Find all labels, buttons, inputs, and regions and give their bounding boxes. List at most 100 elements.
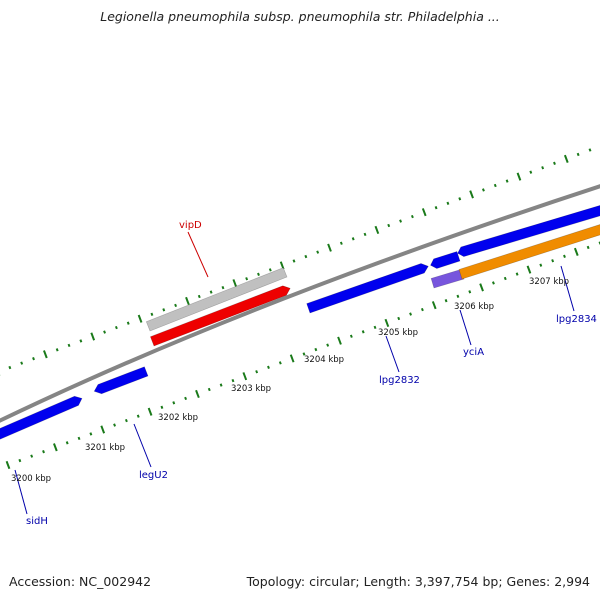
inner-tick	[160, 405, 164, 409]
outer-tick-track	[0, 148, 592, 376]
inner-tick	[503, 276, 507, 281]
outer-tick	[458, 197, 462, 201]
inner-tick	[539, 263, 543, 267]
gene-label-yciA: yciA	[463, 347, 484, 358]
inner-tick	[314, 347, 318, 352]
outer-tick	[150, 312, 154, 316]
outer-tick	[174, 303, 178, 308]
inner-tick	[255, 370, 259, 374]
outer-tick	[197, 294, 201, 299]
outer-tick	[43, 350, 48, 359]
gene-track	[0, 205, 600, 440]
gene-yciA	[430, 269, 465, 289]
inner-tick	[420, 307, 424, 312]
outer-tick	[8, 365, 12, 370]
outer-tick	[20, 361, 24, 365]
outer-tick	[553, 161, 556, 165]
inner-tick	[147, 407, 153, 416]
outer-tick	[32, 357, 35, 361]
inner-tick	[337, 336, 342, 345]
inner-tick	[456, 294, 460, 298]
gene-leader-lpg2832	[385, 335, 400, 373]
scale-label: 3205 kbp	[378, 328, 418, 338]
inner-tick	[124, 418, 128, 423]
outer-tick	[209, 290, 213, 294]
inner-tick	[242, 372, 248, 381]
outer-tick	[529, 170, 533, 174]
outer-tick	[339, 241, 343, 245]
scale-label: 3206 kbp	[454, 302, 494, 312]
outer-tick	[493, 183, 497, 188]
inner-tick	[361, 330, 365, 334]
inner-tick	[586, 245, 590, 250]
map-title: Legionella pneumophila subsp. pneumophil…	[100, 9, 500, 24]
inner-tick	[573, 247, 579, 256]
scale-label: 3207 kbp	[529, 277, 569, 287]
inner-tick	[373, 325, 377, 330]
outer-tick	[304, 254, 308, 259]
genome-backbone	[0, 184, 600, 423]
inner-tick	[289, 354, 295, 363]
inner-tick	[492, 281, 495, 285]
scale-label: 3200 kbp	[11, 474, 51, 484]
outer-tick	[67, 343, 71, 348]
outer-tick	[55, 348, 59, 352]
outer-tick	[446, 201, 450, 205]
scale-labels: 3200 kbp 3201 kbp 3202 kbp 3203 kbp 3204 kbp…	[11, 277, 569, 484]
outer-tick	[541, 166, 545, 170]
inner-tick	[526, 265, 532, 274]
outer-tick	[505, 179, 509, 183]
inner-tick	[479, 283, 484, 292]
gene-forward-long	[457, 205, 600, 257]
inner-tick	[563, 254, 566, 258]
inner-tick	[89, 432, 93, 436]
inner-tick	[18, 458, 22, 463]
outer-tick	[588, 148, 592, 152]
inner-tick	[65, 441, 69, 445]
gene-leader-sidH	[14, 469, 28, 515]
inner-tick	[326, 343, 330, 347]
outer-tick	[327, 243, 332, 252]
outer-tick	[316, 250, 320, 254]
inner-tick	[136, 414, 140, 418]
inner-tick	[219, 383, 223, 387]
outer-tick	[245, 277, 249, 281]
outer-tick	[232, 279, 238, 288]
gene-vipD-pseudo	[145, 267, 288, 332]
gene-forward-small	[430, 251, 461, 269]
inner-tick-track	[5, 241, 600, 470]
gene-vipD	[150, 285, 291, 347]
gene-leader-legU2	[133, 423, 152, 468]
gene-leader-lpg2834	[560, 265, 575, 312]
scale-label: 3203 kbp	[231, 384, 271, 394]
gene-labels: sidH legU2 vipD lpg2832 yciA lpg2834	[26, 220, 597, 527]
gene-label-legU2: legU2	[139, 470, 168, 481]
inner-tick	[515, 272, 519, 276]
outer-tick	[351, 237, 355, 241]
inner-tick	[77, 436, 81, 441]
outer-tick	[221, 285, 225, 290]
inner-tick	[195, 389, 200, 399]
inner-tick	[207, 387, 211, 392]
inner-tick	[231, 378, 235, 383]
outer-tick	[292, 259, 296, 263]
gene-leader-lines	[14, 231, 575, 515]
outer-tick	[421, 208, 427, 217]
inner-tick	[397, 316, 401, 321]
inner-tick	[30, 454, 34, 458]
inner-tick	[431, 301, 437, 310]
outer-tick	[469, 190, 474, 199]
inner-tick	[5, 460, 11, 470]
outer-tick	[126, 321, 130, 325]
gene-sidH	[0, 395, 83, 440]
inner-tick	[42, 450, 45, 454]
gene-label-sidH: sidH	[26, 516, 48, 527]
gene-lpg2832	[306, 263, 429, 314]
gene-leader-yciA	[459, 309, 472, 346]
inner-tick	[278, 361, 282, 365]
outer-tick	[103, 330, 106, 334]
inner-tick	[302, 352, 306, 356]
inner-tick	[113, 423, 116, 427]
outer-tick	[516, 172, 522, 181]
